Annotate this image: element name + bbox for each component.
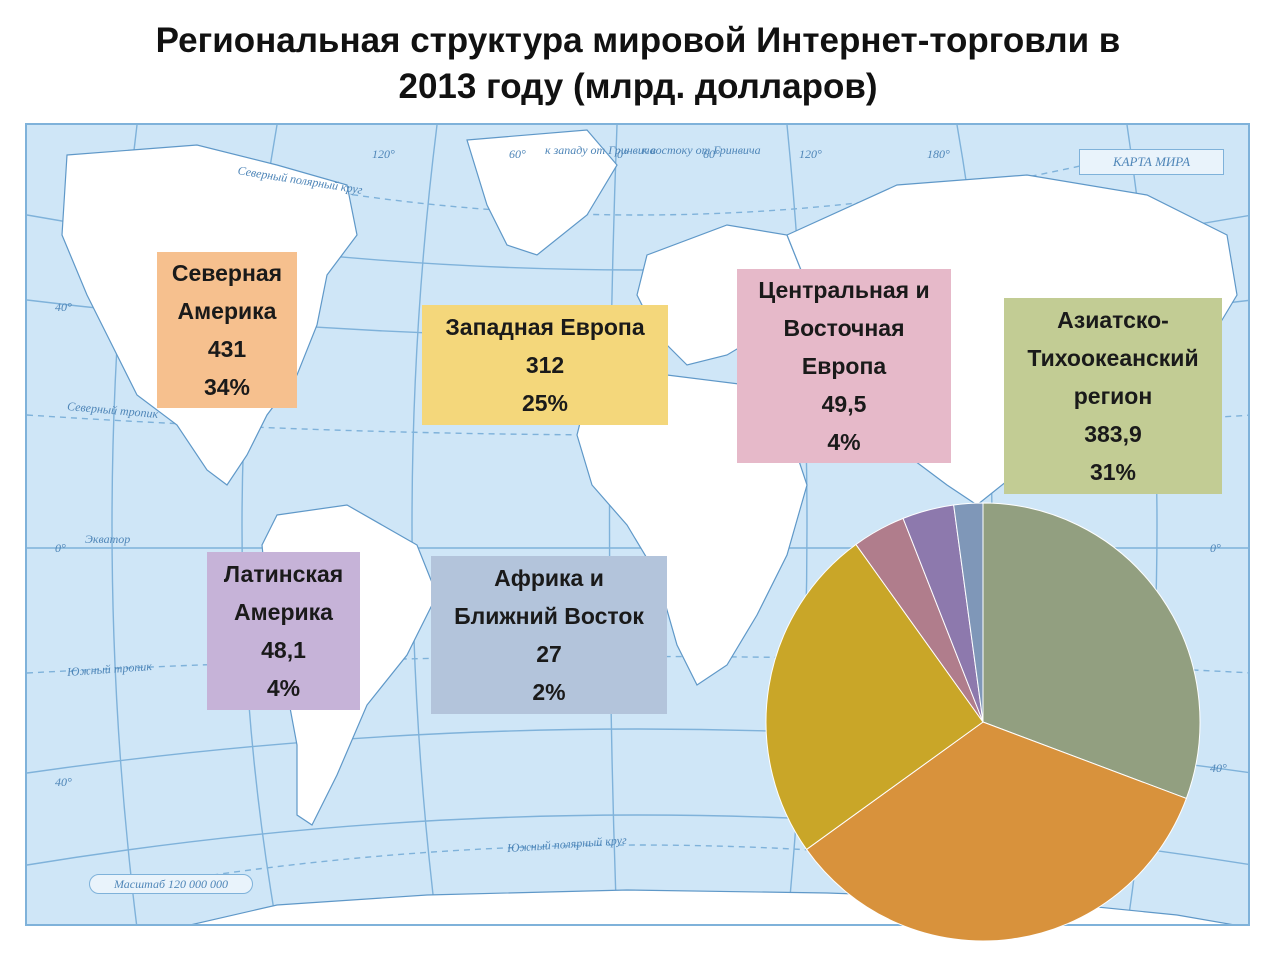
region-share: 4% (266, 675, 301, 701)
region-name-line: Восточная (783, 315, 905, 341)
region-name-line: Западная Европа (445, 314, 645, 340)
region-name-line: Латинская (223, 561, 344, 587)
region-central-eastern-europe: Центральная и Восточная Европа 49,5 4% (737, 269, 951, 463)
lon-180-label: 180° (927, 147, 950, 161)
lon-0-label: 0° (617, 147, 628, 161)
region-share: 4% (827, 429, 861, 455)
lon-60-label: 60° (509, 147, 526, 161)
region-value: 312 (525, 352, 565, 378)
region-name-line: Америка (234, 599, 333, 625)
region-name-line: Центральная и (758, 277, 930, 303)
region-name-line: Тихоокеанский (1027, 345, 1199, 371)
equator-label: Экватор (85, 532, 131, 546)
map-title: КАРТА МИРА (1079, 149, 1224, 175)
lon-120-east-label: 120° (799, 147, 822, 161)
title-line-1: Региональная структура мировой Интернет-… (155, 21, 1121, 60)
region-share: 25% (521, 390, 569, 416)
world-map-drawing (27, 125, 1248, 924)
region-value: 383,9 (1084, 421, 1142, 447)
lon-60-east-label: 60° (703, 147, 720, 161)
region-name-line: Америка (177, 298, 277, 324)
lon-120-label: 120° (372, 147, 395, 161)
region-africa-middle-east: Африка и Ближний Восток 27 2% (431, 556, 667, 714)
region-name-line: регион (1073, 383, 1153, 409)
region-name-line: Ближний Восток (454, 603, 644, 629)
page-title: Региональная структура мировой Интернет-… (0, 18, 1276, 110)
lat-0-label: 0° (55, 541, 66, 555)
region-asia-pacific: Азиатско- Тихоокеанский регион 383,9 31% (1004, 298, 1222, 494)
region-value: 49,5 (821, 391, 867, 417)
region-western-europe: Западная Европа 312 25% (422, 305, 668, 425)
region-north-america: Северная Америка 431 34% (157, 252, 297, 408)
west-of-greenwich-label: к западу от Гринвича (545, 143, 656, 157)
lat-40-north-label: 40° (55, 300, 72, 314)
east-of-greenwich-label: к востоку от Гринвича (642, 143, 761, 157)
region-name-line: Азиатско- (1057, 307, 1169, 333)
region-value: 431 (207, 336, 247, 362)
region-name-line: Африка и (494, 565, 604, 591)
title-line-2: 2013 году (млрд. долларов) (398, 67, 878, 106)
region-value: 27 (536, 641, 562, 667)
region-name-line: Европа (801, 353, 887, 379)
region-share: 2% (532, 679, 566, 705)
region-latin-america: Латинская Америка 48,1 4% (207, 552, 360, 710)
world-map: КАРТА МИРА Масштаб 120 000 000 Северный … (25, 123, 1250, 926)
lat-40-south-right-label: 40° (1210, 761, 1227, 775)
region-share: 34% (203, 374, 251, 400)
region-value: 48,1 (261, 637, 306, 663)
lat-40-south-label: 40° (55, 775, 72, 789)
region-share: 31% (1089, 459, 1137, 485)
map-scale: Масштаб 120 000 000 (89, 874, 253, 894)
region-name-line: Северная (171, 260, 283, 286)
lat-0-right-label: 0° (1210, 541, 1221, 555)
